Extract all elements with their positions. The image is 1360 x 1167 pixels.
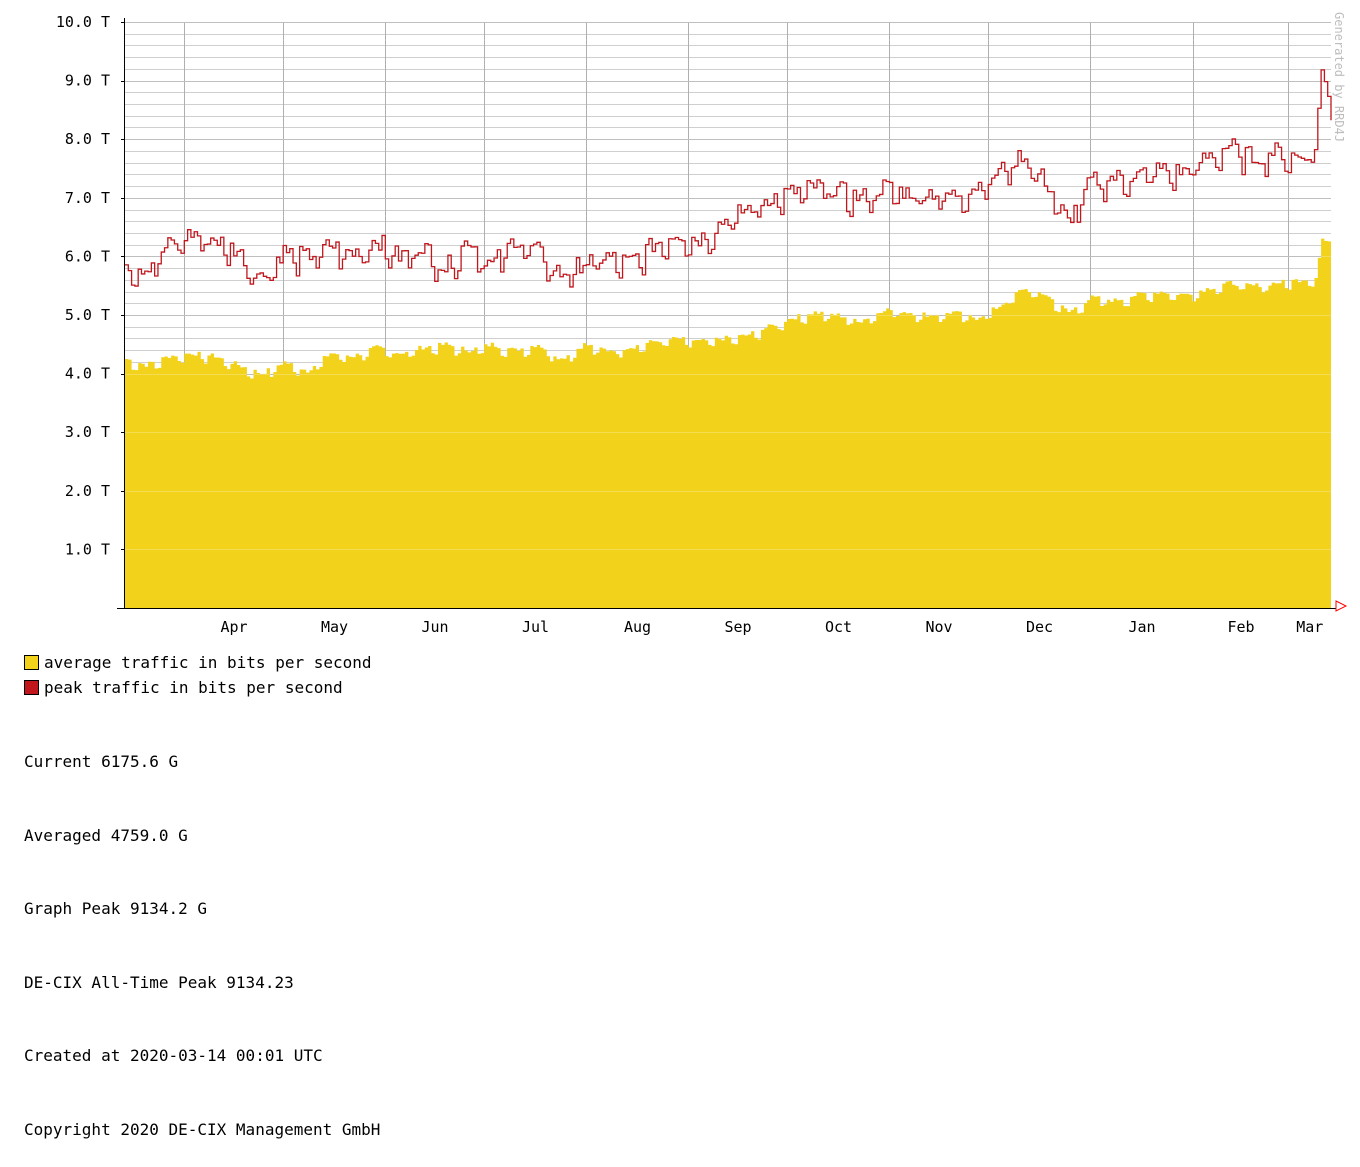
x-tick-label: Jun bbox=[421, 618, 448, 636]
y-axis-tick-labels: 1.0 T 2.0 T 3.0 T 4.0 T 5.0 T 6.0 T 7.0 T 8.0 T… bbox=[56, 13, 123, 609]
x-tick-label: May bbox=[321, 618, 348, 636]
y-tick-label: 7.0 T bbox=[65, 189, 110, 207]
generator-watermark: Generated by RRD4J bbox=[1332, 12, 1346, 143]
peak-line bbox=[125, 69, 1332, 288]
x-tick-label: Jul bbox=[522, 618, 549, 636]
y-tick-label: 9.0 T bbox=[65, 72, 110, 90]
x-tick-label: Oct bbox=[825, 618, 852, 636]
y-tick-label: 3.0 T bbox=[65, 423, 110, 441]
x-tick-label: Dec bbox=[1026, 618, 1053, 636]
y-tick-label: 10.0 T bbox=[56, 13, 110, 31]
y-tick-label: 8.0 T bbox=[65, 130, 110, 148]
traffic-chart: 1.0 T 2.0 T 3.0 T 4.0 T 5.0 T 6.0 T 7.0 T 8.0 T… bbox=[56, 13, 1348, 636]
stats-block: Current 6175.6 G Averaged 4759.0 G Graph… bbox=[24, 701, 380, 1167]
x-tick-label: Aug bbox=[624, 618, 651, 636]
average-traffic-area bbox=[125, 238, 1331, 609]
grid-overlay bbox=[125, 22, 1331, 550]
legend-item-peak: peak traffic in bits per second bbox=[24, 675, 372, 700]
stat-all-time-peak: DE-CIX All-Time Peak 9134.23 bbox=[24, 972, 294, 992]
x-tick-label: Mar bbox=[1296, 618, 1323, 636]
stat-created: Created at 2020-03-14 00:01 UTC bbox=[24, 1046, 323, 1065]
x-tick-label: Nov bbox=[925, 618, 952, 636]
x-tick-label: Sep bbox=[724, 618, 751, 636]
stat-averaged: Averaged 4759.0 G bbox=[24, 825, 188, 845]
average-area bbox=[125, 238, 1331, 609]
x-axis-tick-labels: Apr May Jun Jul Aug Sep Oct Nov Dec Jan Feb Mar bbox=[220, 618, 1323, 636]
x-tick-label: Apr bbox=[220, 618, 247, 636]
stat-graph-peak: Graph Peak 9134.2 G bbox=[24, 899, 208, 918]
x-axis-arrow-icon bbox=[1335, 600, 1348, 612]
legend-item-average: average traffic in bits per second bbox=[24, 650, 372, 675]
legend-peak-label: peak traffic in bits per second bbox=[44, 678, 343, 697]
y-tick-label: 2.0 T bbox=[65, 482, 110, 500]
y-tick-label: 1.0 T bbox=[65, 540, 110, 558]
y-tick-label: 5.0 T bbox=[65, 306, 110, 324]
legend: average traffic in bits per second peak … bbox=[24, 650, 372, 700]
x-tick-label: Feb bbox=[1227, 618, 1254, 636]
stat-current: Current 6175.6 G bbox=[24, 752, 179, 771]
y-tick-label: 4.0 T bbox=[65, 365, 110, 383]
legend-average-label: average traffic in bits per second bbox=[44, 653, 372, 672]
peak-swatch-icon bbox=[24, 680, 39, 695]
average-swatch-icon bbox=[24, 655, 39, 670]
stat-copyright: Copyright 2020 DE-CIX Management GmbH bbox=[24, 1119, 381, 1139]
x-tick-label: Jan bbox=[1128, 618, 1155, 636]
axes bbox=[121, 18, 1348, 612]
y-tick-label: 6.0 T bbox=[65, 247, 110, 265]
peak-traffic-line bbox=[125, 69, 1332, 288]
